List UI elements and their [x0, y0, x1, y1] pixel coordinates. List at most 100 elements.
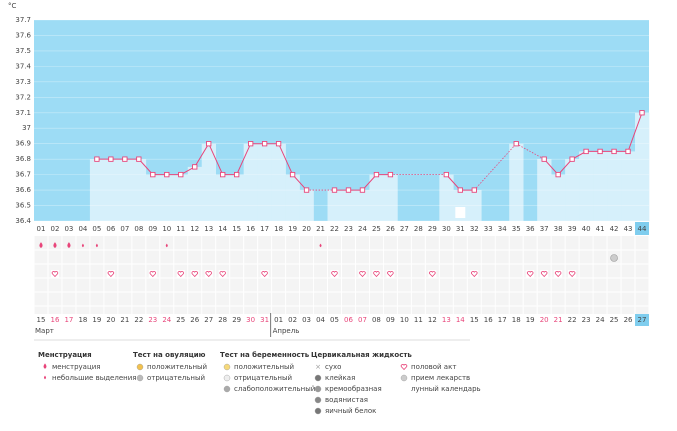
date-label: 23 — [582, 316, 591, 324]
temp-point — [387, 171, 394, 178]
date-label: 27 — [204, 316, 213, 324]
legend-item: положительный — [234, 363, 294, 371]
temp-area — [355, 190, 370, 221]
date-label: 16 — [484, 316, 493, 324]
date-label: 09 — [386, 316, 395, 324]
day-label: 32 — [470, 225, 479, 233]
temp-point — [625, 148, 631, 155]
y-tick-label: 37 — [22, 124, 31, 132]
temp-point — [471, 187, 477, 193]
heart-bg — [540, 270, 549, 278]
date-label: 16 — [51, 316, 60, 324]
menstruation-heavy — [39, 242, 43, 248]
date-label: 15 — [37, 316, 46, 324]
legend-title: Тест на овуляцию — [133, 351, 206, 359]
heart-bg — [470, 270, 479, 278]
date-label: 20 — [540, 316, 549, 324]
legend-item: небольшие выделения — [52, 374, 137, 382]
day-label: 04 — [78, 225, 87, 233]
temp-point — [275, 141, 282, 147]
heart-bg — [568, 270, 577, 278]
temp-point — [555, 171, 561, 178]
heart — [261, 271, 268, 278]
date-label: 08 — [372, 316, 381, 324]
date-label: 17 — [498, 316, 507, 324]
day-label: 11 — [176, 225, 185, 233]
legend-item: отрицательный — [147, 374, 205, 382]
temp-point — [289, 171, 296, 178]
menstruation-light — [165, 243, 168, 248]
temp-point — [150, 171, 156, 178]
legend-icon — [136, 363, 144, 371]
day-label: 30 — [442, 225, 451, 233]
month-label: Март — [35, 327, 54, 335]
temp-area — [551, 174, 566, 221]
legend-icon — [314, 396, 322, 404]
legend-icon — [314, 374, 322, 382]
day-label: 16 — [246, 225, 255, 233]
legend-icon — [223, 363, 231, 371]
temp-point — [457, 187, 463, 193]
temp-point — [94, 156, 100, 162]
heart-bg — [428, 270, 437, 278]
legend-item: прием лекарств — [411, 374, 470, 382]
temp-area — [621, 151, 636, 221]
temp-point — [359, 187, 366, 193]
date-label: 28 — [218, 316, 227, 324]
date-label: 18 — [78, 316, 87, 324]
day-label: 26 — [386, 225, 395, 233]
date-label: 01 — [274, 316, 283, 324]
date-label: 21 — [554, 316, 563, 324]
temp-point — [192, 164, 198, 170]
day-label: 39 — [568, 225, 577, 233]
temp-area — [593, 151, 608, 221]
date-label: 10 — [400, 316, 409, 324]
temp-area — [201, 143, 217, 221]
day-label: 29 — [428, 225, 437, 233]
menstruation-light — [319, 243, 322, 248]
day-label: 34 — [498, 225, 507, 233]
day-label: 24 — [358, 225, 367, 233]
temp-area — [159, 174, 175, 221]
temp-area — [243, 143, 258, 221]
date-label: 21 — [120, 316, 129, 324]
temp-point — [583, 148, 589, 155]
heart-bg — [526, 270, 535, 278]
temp-area — [635, 112, 650, 221]
heart-bg — [50, 270, 59, 278]
legend-item: кремообразная — [325, 385, 382, 393]
y-tick-label: 36.9 — [15, 140, 31, 148]
temp-point — [541, 156, 547, 162]
day-label: 37 — [540, 225, 549, 233]
y-tick-label: 36.8 — [15, 155, 31, 163]
heart — [373, 271, 380, 278]
heart-bg — [554, 270, 563, 278]
legend-icon — [223, 385, 231, 393]
day-label: 40 — [582, 225, 591, 233]
day-label: 08 — [134, 225, 143, 233]
current-day-bg — [635, 222, 649, 235]
temp-line — [96, 142, 307, 191]
heart-bg — [106, 270, 115, 278]
y-tick-label: 37.1 — [15, 109, 31, 117]
day-label: 19 — [288, 225, 297, 233]
temp-area — [187, 166, 203, 221]
day-label: 13 — [204, 225, 213, 233]
temp-point — [373, 171, 380, 178]
day-label: 35 — [512, 225, 521, 233]
legend-title: Менструация — [38, 351, 92, 359]
heart-bg — [204, 270, 213, 278]
temp-area — [173, 174, 189, 221]
legend-item: положительный — [147, 363, 207, 371]
day-label: 03 — [64, 225, 73, 233]
date-label: 14 — [456, 316, 465, 324]
day-label: 15 — [232, 225, 241, 233]
day-label: 28 — [414, 225, 423, 233]
temp-area — [229, 174, 244, 221]
temp-area — [117, 159, 133, 221]
y-tick-label: 36.7 — [15, 171, 31, 179]
temp-area — [257, 143, 272, 221]
heart — [359, 271, 366, 278]
y-unit: °C — [8, 2, 17, 10]
day-label: 14 — [218, 225, 227, 233]
